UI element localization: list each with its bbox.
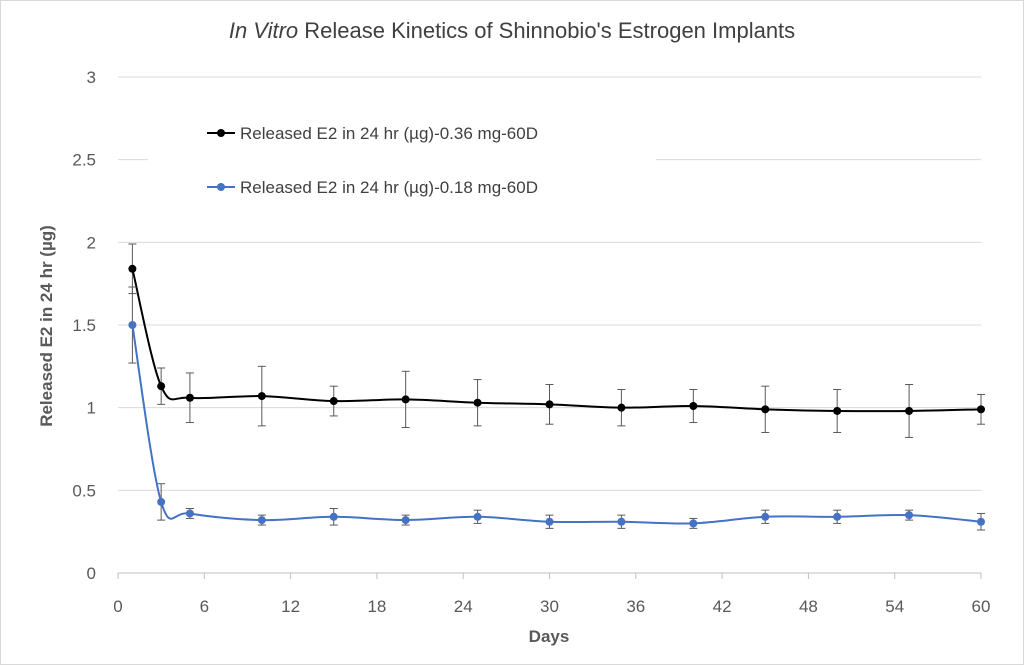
data-point <box>977 517 985 526</box>
data-point <box>401 516 410 525</box>
x-tick-label: 42 <box>713 597 732 616</box>
data-point <box>905 406 914 415</box>
x-tick-label: 48 <box>799 597 818 616</box>
legend-marker-0 <box>217 129 225 137</box>
axes <box>117 572 982 579</box>
data-point <box>128 264 137 273</box>
data-point <box>185 509 194 518</box>
data-point <box>257 516 266 525</box>
data-point <box>545 400 554 409</box>
data-point <box>761 512 770 521</box>
x-tick-label: 54 <box>885 597 904 616</box>
chart-title-rest: Release Kinetics of Shinnobio's Estrogen… <box>298 18 795 43</box>
data-point <box>545 517 554 526</box>
x-tick-label: 0 <box>113 597 122 616</box>
data-point <box>473 512 482 521</box>
x-tick-label: 12 <box>281 597 300 616</box>
y-tick-label: 1 <box>87 399 96 418</box>
data-point <box>329 397 338 406</box>
legend: Released E2 in 24 hr (µg)-0.36 mg-60D Re… <box>148 116 656 212</box>
data-point <box>401 395 410 404</box>
x-axis-title: Days <box>529 627 570 646</box>
data-point <box>157 497 166 506</box>
data-point <box>617 517 626 526</box>
series-line <box>131 324 982 525</box>
chart-title-italic: In Vitro <box>229 18 298 43</box>
series-line <box>131 268 982 413</box>
series-0 <box>128 243 985 438</box>
data-point <box>689 402 698 411</box>
x-tick-label: 6 <box>200 597 209 616</box>
x-tick-label: 30 <box>540 597 559 616</box>
data-point <box>833 406 842 415</box>
data-point <box>329 512 338 521</box>
legend-label-0: Released E2 in 24 hr (µg)-0.36 mg-60D <box>240 124 538 143</box>
data-point <box>977 405 985 414</box>
data-point <box>689 519 698 528</box>
y-tick-label: 0.5 <box>72 481 96 500</box>
legend-marker-1 <box>217 183 225 191</box>
data-point <box>185 393 194 402</box>
y-tick-label: 0 <box>87 564 96 583</box>
y-tick-label: 1.5 <box>72 316 96 335</box>
x-tick-label: 18 <box>367 597 386 616</box>
data-point <box>257 392 266 401</box>
y-tick-label: 2 <box>87 233 96 252</box>
x-tick-labels: 0 6 12 18 24 30 36 42 48 54 60 <box>113 597 990 616</box>
data-point <box>157 382 166 391</box>
data-point <box>128 321 137 329</box>
legend-label-1: Released E2 in 24 hr (µg)-0.18 mg-60D <box>240 178 538 197</box>
y-axis-title: Released E2 in 24 hr (µg) <box>37 225 56 427</box>
y-tick-labels: 0 0.5 1 1.5 2 2.5 3 <box>72 68 96 583</box>
chart-title: In Vitro Release Kinetics of Shinnobio's… <box>229 18 795 43</box>
x-tick-label: 36 <box>626 597 645 616</box>
data-point <box>473 398 482 407</box>
data-point <box>617 403 626 412</box>
series-1 <box>128 286 985 531</box>
y-tick-label: 2.5 <box>72 151 96 170</box>
x-tick-label: 24 <box>454 597 473 616</box>
x-tick-label: 60 <box>972 597 991 616</box>
y-tick-label: 3 <box>87 68 96 87</box>
data-point <box>761 405 770 414</box>
data-point <box>905 511 914 520</box>
series-layer <box>128 243 985 531</box>
data-point <box>833 512 842 521</box>
